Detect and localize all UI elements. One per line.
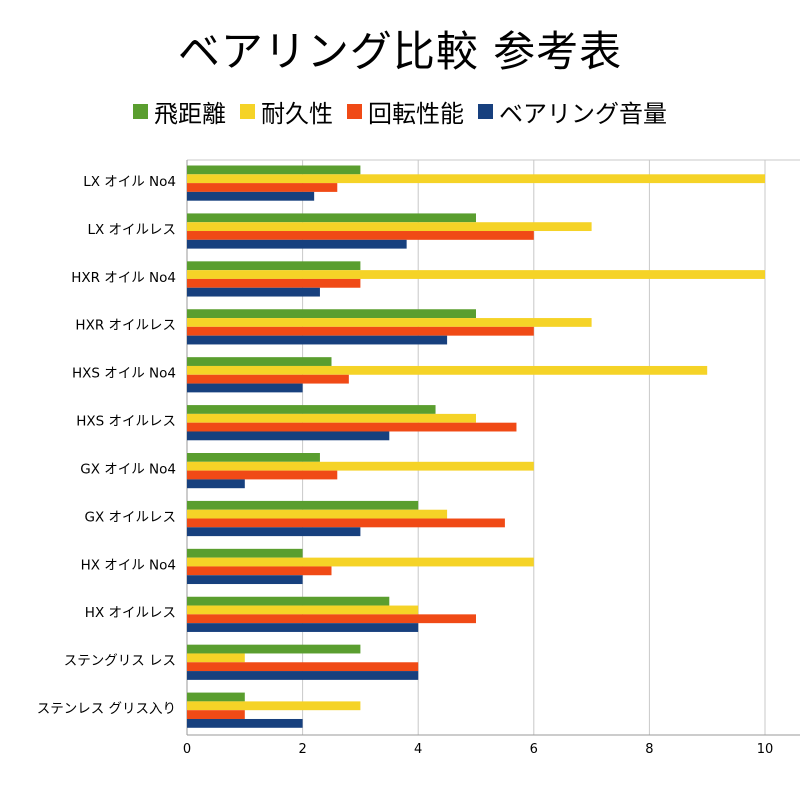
bar: [187, 365, 708, 375]
legend-label: 耐久性: [261, 100, 333, 128]
legend-item: 耐久性: [240, 94, 333, 129]
x-tick-label: 4: [414, 742, 422, 757]
x-tick-label: 2: [298, 742, 306, 757]
bar: [187, 326, 534, 336]
bar: [187, 374, 349, 384]
bar: [187, 383, 303, 393]
legend-item: ベアリング音量: [478, 94, 667, 129]
bar: [187, 309, 476, 319]
bar: [187, 596, 390, 606]
bar: [187, 614, 476, 624]
legend-swatch: [240, 104, 255, 119]
chart-title: ベアリング比較 参考表: [177, 27, 623, 76]
category-label: HXS オイル No4: [72, 366, 176, 382]
category-label: HXS オイルレス: [76, 414, 176, 430]
x-tick-label: 6: [530, 742, 538, 757]
bar: [187, 431, 390, 441]
legend-item: 回転性能: [347, 94, 464, 129]
bar: [187, 575, 303, 585]
bar: [187, 191, 315, 201]
category-label: GX オイルレス: [84, 509, 176, 525]
bar: [187, 278, 361, 288]
x-tick-label: 0: [183, 742, 191, 757]
bar: [187, 270, 765, 279]
legend-label: ベアリング音量: [499, 100, 667, 128]
bar: [187, 548, 303, 558]
bar: [187, 335, 448, 345]
bar: [187, 287, 320, 297]
category-label: LX オイルレス: [87, 222, 176, 238]
legend: 飛距離 耐久性 回転性能 ベアリング音量: [0, 94, 800, 129]
bar: [187, 261, 361, 271]
legend-item: 飛距離: [133, 94, 226, 129]
bar: [187, 222, 592, 232]
bar: [187, 357, 332, 366]
bar: [187, 461, 534, 471]
category-label: HX オイルレス: [85, 605, 176, 621]
category-label: ステンレス グリス入り: [37, 701, 176, 717]
bar: [187, 422, 517, 432]
bar: [187, 165, 361, 175]
bar: [187, 231, 534, 240]
bar: [187, 692, 245, 702]
category-label: HX オイル No4: [81, 557, 176, 573]
bar: [187, 527, 361, 537]
category-label: GX オイル No4: [80, 461, 176, 477]
bar: [187, 653, 245, 663]
bar: [187, 318, 592, 327]
bar: [187, 623, 419, 632]
category-label: LX オイル No4: [83, 174, 176, 190]
bar: [187, 183, 338, 192]
bar: [187, 605, 419, 615]
bar: [187, 566, 332, 576]
legend-label: 飛距離: [154, 100, 226, 128]
bar: [187, 710, 245, 719]
bar: [187, 174, 765, 184]
bar: [187, 413, 476, 423]
bar: [187, 479, 245, 489]
bar: [187, 500, 419, 510]
bar: [187, 718, 303, 728]
bar: [187, 239, 407, 249]
legend-swatch: [347, 104, 362, 119]
bar: [187, 405, 436, 414]
legend-swatch: [133, 104, 148, 119]
x-tick-label: 10: [757, 742, 774, 757]
bar: [187, 518, 505, 528]
bar: [187, 701, 361, 711]
x-tick-label: 8: [645, 742, 653, 757]
category-label: HXR オイル No4: [71, 270, 176, 286]
bar: [187, 662, 419, 672]
category-label: HXR オイルレス: [75, 318, 176, 334]
category-label: ステングリス レス: [64, 653, 176, 669]
bar: [187, 509, 448, 519]
bar: [187, 671, 419, 680]
legend-label: 回転性能: [368, 100, 464, 128]
legend-swatch: [478, 104, 493, 119]
bar: [187, 557, 534, 567]
bar: [187, 453, 320, 462]
bar: [187, 470, 338, 480]
bar: [187, 644, 361, 654]
bar: [187, 213, 476, 223]
